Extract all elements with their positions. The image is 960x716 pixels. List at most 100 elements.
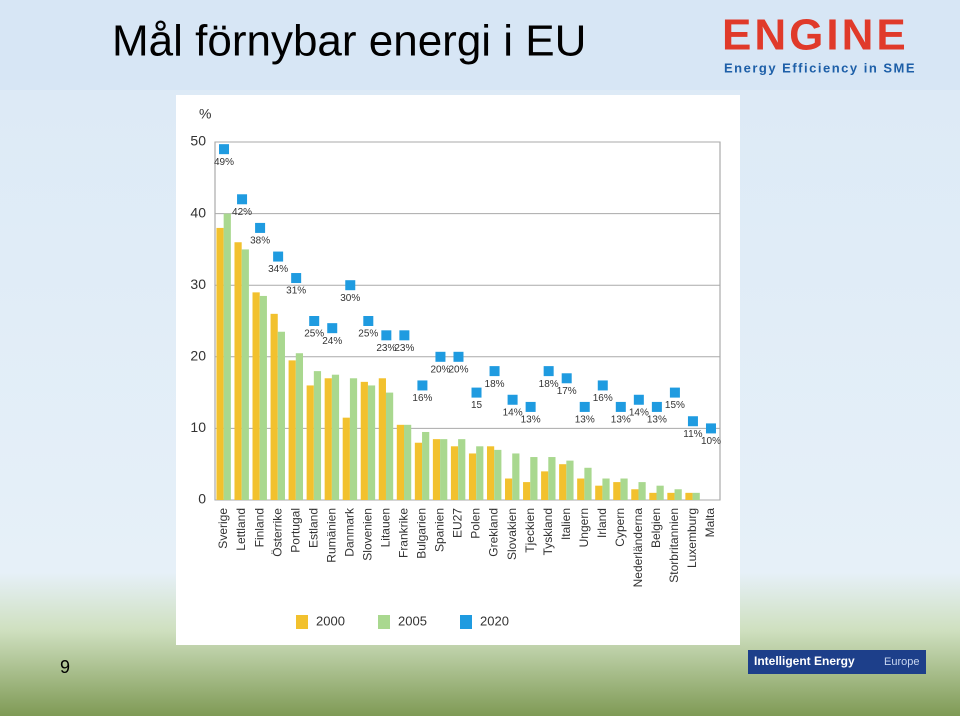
- x-tick-label: Bulgarien: [415, 508, 429, 559]
- target-marker: [705, 423, 716, 434]
- target-marker: [363, 316, 374, 326]
- data-label: 17%: [557, 386, 577, 397]
- bar: [685, 492, 693, 500]
- target-marker: [669, 387, 680, 398]
- target-marker: [615, 401, 626, 412]
- target-marker: [345, 280, 356, 291]
- data-label: 13%: [611, 415, 631, 426]
- bar: [450, 446, 459, 500]
- target-marker: [327, 323, 338, 334]
- data-label: 10%: [701, 436, 721, 447]
- data-label: 13%: [521, 415, 541, 426]
- bar: [692, 492, 700, 500]
- y-tick-label: 30: [190, 276, 206, 292]
- data-label: 18%: [539, 379, 559, 390]
- bar: [404, 424, 412, 500]
- target-marker: [543, 366, 554, 377]
- bar: [241, 249, 249, 500]
- page-number: 9: [60, 657, 70, 677]
- chart-panel: [176, 95, 740, 645]
- legend-swatch: [460, 615, 472, 629]
- x-tick-label: Polen: [469, 508, 483, 539]
- x-tick-label: EU27: [451, 508, 465, 538]
- bar: [602, 478, 610, 500]
- bar: [234, 242, 242, 501]
- x-tick-label: Estland: [306, 508, 320, 548]
- x-tick-label: Ungern: [577, 508, 591, 547]
- bar: [216, 227, 224, 501]
- data-label: 34%: [268, 264, 288, 275]
- footer-badge: [748, 650, 926, 674]
- target-marker: [255, 222, 266, 233]
- bar: [523, 482, 531, 500]
- data-label: 23%: [394, 343, 414, 354]
- target-marker: [309, 316, 320, 326]
- target-marker: [507, 394, 518, 405]
- x-tick-label: Slovakien: [505, 508, 519, 560]
- data-label: 20%: [448, 364, 468, 375]
- x-tick-label: Nederländerna: [631, 508, 645, 588]
- x-tick-label: Malta: [703, 508, 717, 538]
- bar: [476, 446, 484, 500]
- footer-logo-region: Europe: [884, 656, 919, 668]
- bar: [367, 385, 376, 500]
- target-marker: [273, 251, 284, 262]
- bar: [331, 374, 340, 500]
- x-tick-label: Grekland: [487, 508, 501, 557]
- data-label: 14%: [629, 407, 649, 418]
- logo: ENGINE: [722, 11, 909, 60]
- x-tick-label: Luxemburg: [685, 508, 699, 568]
- legend-swatch: [296, 615, 308, 629]
- bar: [667, 492, 675, 500]
- bar: [385, 392, 394, 500]
- bar: [288, 360, 296, 500]
- legend-label: 2005: [398, 613, 427, 628]
- x-tick-label: Belgien: [649, 508, 663, 548]
- bar: [638, 482, 646, 500]
- data-label: 25%: [304, 329, 324, 340]
- data-label: 30%: [340, 293, 360, 304]
- y-axis-label: %: [199, 106, 211, 122]
- target-marker: [219, 144, 230, 155]
- bar: [324, 378, 332, 500]
- y-tick-label: 20: [190, 348, 206, 364]
- x-tick-label: Danmark: [342, 507, 356, 557]
- bar: [277, 331, 285, 500]
- target-marker: [435, 351, 446, 362]
- bar: [223, 213, 231, 500]
- data-label: 16%: [593, 393, 613, 404]
- title-bar: [0, 0, 960, 90]
- target-marker: [561, 373, 572, 384]
- data-label: 14%: [503, 407, 523, 418]
- data-label: 15%: [665, 400, 685, 411]
- target-marker: [471, 387, 482, 398]
- target-marker: [417, 380, 428, 391]
- bar: [440, 439, 448, 500]
- x-tick-label: Spanien: [433, 508, 447, 552]
- data-label: 38%: [250, 236, 270, 247]
- bar: [566, 460, 574, 500]
- data-label: 31%: [286, 286, 306, 297]
- bar: [530, 457, 538, 500]
- target-marker: [525, 401, 536, 412]
- bar: [342, 417, 350, 500]
- legend-swatch: [378, 615, 390, 629]
- x-tick-label: Tyskland: [541, 508, 555, 555]
- y-tick-label: 50: [190, 133, 206, 149]
- data-label: 24%: [322, 336, 342, 347]
- bar: [270, 313, 278, 500]
- y-tick-label: 10: [190, 419, 206, 435]
- bar: [458, 439, 466, 500]
- bar: [656, 485, 664, 500]
- target-marker: [489, 366, 500, 377]
- bar: [649, 492, 657, 500]
- data-label: 11%: [683, 429, 702, 440]
- bar: [494, 449, 502, 500]
- y-tick-label: 0: [198, 491, 206, 507]
- data-label: 13%: [647, 415, 667, 426]
- y-tick-label: 40: [190, 204, 206, 220]
- bar: [584, 467, 592, 500]
- x-tick-label: Storbritannien: [667, 508, 681, 583]
- bar: [595, 485, 603, 500]
